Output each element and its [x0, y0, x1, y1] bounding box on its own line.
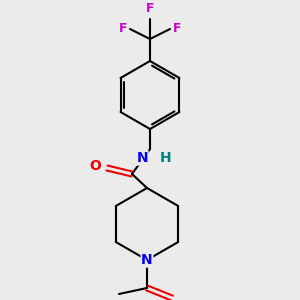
Text: F: F [118, 22, 127, 35]
Text: F: F [146, 2, 154, 15]
Text: N: N [141, 253, 153, 267]
Text: H: H [160, 151, 172, 165]
Text: N: N [136, 151, 148, 165]
Text: O: O [89, 159, 101, 173]
Text: F: F [173, 22, 182, 35]
